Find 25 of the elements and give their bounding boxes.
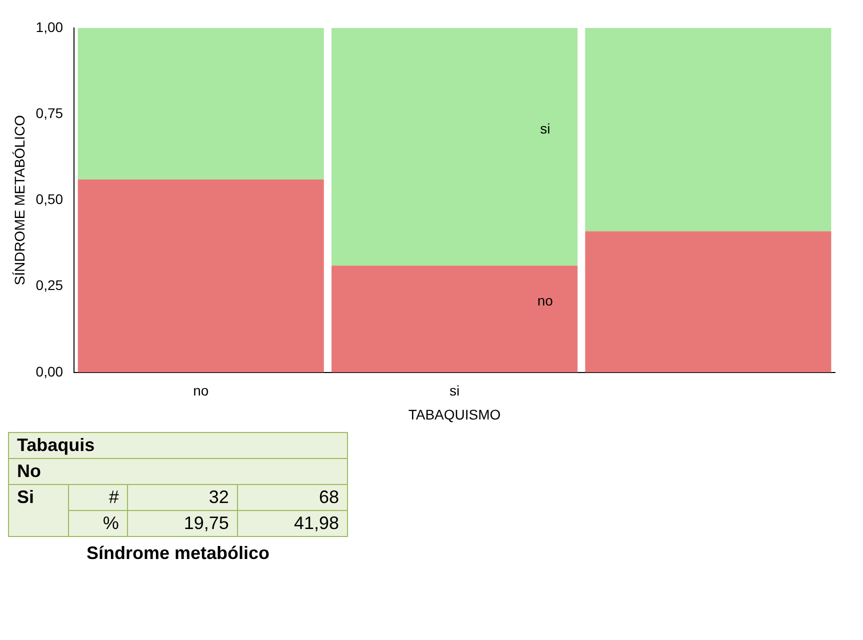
y-axis-title: SÍNDROME METABÓLICO — [11, 115, 28, 286]
series-label: si — [540, 120, 550, 136]
bar — [78, 180, 324, 372]
text: % — [68, 510, 128, 536]
series-label: no — [537, 292, 554, 309]
y-tick-label: 0,50 — [36, 191, 64, 208]
text: 19,75 — [127, 510, 238, 536]
y-tick-label: 0,75 — [36, 104, 64, 121]
y-tick-label: 1,00 — [36, 18, 64, 35]
text: No — [8, 458, 348, 484]
text: Si — [8, 484, 69, 536]
text: 41,98 — [237, 510, 348, 536]
text: 68 — [237, 484, 348, 510]
y-tick-label: 0,00 — [36, 363, 64, 380]
bar — [332, 28, 578, 266]
text: 32 — [127, 484, 238, 510]
text: Síndrome metabólico — [85, 543, 271, 564]
bar — [332, 266, 578, 372]
bar — [78, 28, 324, 180]
x-axis-title: TABAQUISMO — [408, 406, 501, 422]
text: Tabaquis — [8, 432, 348, 458]
text: # — [68, 484, 128, 510]
bar — [585, 28, 832, 232]
bar — [585, 231, 832, 372]
y-tick-label: 0,25 — [36, 277, 64, 294]
